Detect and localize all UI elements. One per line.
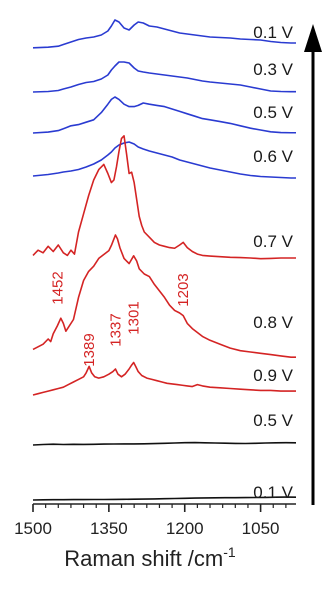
- voltage-label-1: 0.1 V: [253, 23, 293, 42]
- arrow-head-icon: [304, 24, 322, 52]
- voltage-label-8: 0.5 V: [253, 411, 293, 430]
- spectrum-line-4: [32, 141, 296, 179]
- spectrum-line-6: [32, 234, 296, 358]
- peak-label-1452: 1452: [49, 271, 66, 304]
- spectrum-line-1: [32, 19, 296, 49]
- spectrum-line-3: [32, 96, 296, 134]
- spectrum-line-8: [32, 441, 297, 446]
- voltage-label-5: 0.7 V: [253, 232, 293, 251]
- voltage-label-6: 0.8 V: [253, 313, 293, 332]
- peak-label-1389: 1389: [81, 333, 98, 366]
- x-tick-label: 1500: [14, 519, 52, 538]
- peak-label-1301: 1301: [126, 301, 143, 334]
- peak-label-1337: 1337: [107, 313, 124, 346]
- peak-labels: 1452 1389 1337 1301 1203: [49, 271, 192, 366]
- x-tick-label: 1050: [242, 519, 280, 538]
- spectra-lines: [32, 19, 297, 501]
- spectrum-line-9: [32, 496, 297, 501]
- x-axis-title-superscript: -1: [223, 544, 236, 560]
- voltage-label-9: 0.1 V: [253, 483, 293, 502]
- voltage-labels: 0.1 V 0.3 V 0.5 V 0.6 V 0.7 V 0.8 V 0.9 V 0.5 V…: [253, 23, 293, 502]
- x-axis-ticks: 1500 1350 1200 1050: [14, 504, 287, 538]
- spectrum-line-7: [32, 361, 296, 396]
- spectrum-line-5: [32, 135, 296, 260]
- spectrum-line-2: [32, 61, 296, 93]
- voltage-label-4: 0.6 V: [253, 147, 293, 166]
- x-axis-title: Raman shift /cm-1: [64, 544, 236, 571]
- voltage-label-3: 0.5 V: [253, 103, 293, 122]
- x-tick-label: 1200: [166, 519, 204, 538]
- x-tick-label: 1350: [90, 519, 128, 538]
- x-axis-title-text: Raman shift /cm: [64, 546, 223, 571]
- voltage-label-7: 0.9 V: [253, 366, 293, 385]
- voltage-label-2: 0.3 V: [253, 60, 293, 79]
- peak-label-1203: 1203: [175, 273, 192, 306]
- direction-arrow: [304, 24, 322, 505]
